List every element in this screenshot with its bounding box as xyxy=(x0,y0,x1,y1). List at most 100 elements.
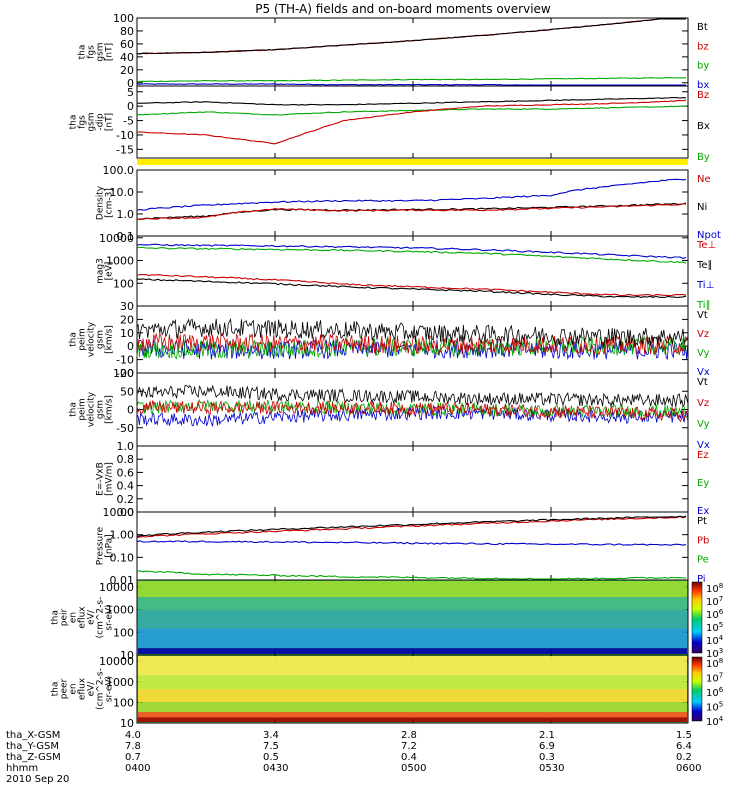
y-tick-label: 1000 xyxy=(106,676,134,689)
y-axis-label: gsm xyxy=(87,112,97,131)
series-line-Pi xyxy=(136,540,687,546)
legend-Vx: Vx xyxy=(697,440,710,451)
y-tick-label: 100 xyxy=(113,277,134,290)
legend-Ey: Ey xyxy=(697,478,709,489)
y-tick-label: 10 xyxy=(120,717,134,730)
y-axis-label: gsm xyxy=(96,42,106,61)
y-tick-label: -50 xyxy=(116,422,134,435)
y-axis-label: peim xyxy=(78,328,88,351)
y-tick-label: 0.0 xyxy=(117,506,135,519)
orbit-value: 1.5 xyxy=(676,730,692,741)
y-axis-label: Pressure xyxy=(96,526,106,565)
y-axis-label: E=-VxB xyxy=(96,462,106,496)
legend-Ne: Ne xyxy=(697,174,711,185)
date-label: 2010 Sep 20 xyxy=(6,774,70,785)
spectrogram-band xyxy=(138,675,687,689)
series-line-Vz xyxy=(136,399,688,423)
legend-Vy: Vy xyxy=(697,419,710,430)
colorbar xyxy=(691,656,703,722)
y-tick-label: 1.00 xyxy=(110,529,135,542)
legend-Pb: Pb xyxy=(697,535,709,546)
y-tick-label: 100 xyxy=(113,626,134,639)
orbit-value: 0430 xyxy=(263,763,289,774)
y-tick-label: 0 xyxy=(127,100,134,113)
y-tick-label: 0.10 xyxy=(110,551,135,564)
y-tick-label: 20 xyxy=(120,64,134,77)
spectrogram-band xyxy=(138,628,687,649)
y-tick-label: 10 xyxy=(120,649,134,662)
data-quality-bar xyxy=(137,159,688,165)
spectrogram-band xyxy=(138,597,687,611)
series-line-Ti⊥ xyxy=(136,243,687,260)
y-tick-label: 1.0 xyxy=(117,440,135,453)
y-tick-label: 0.2 xyxy=(117,493,135,506)
spectrogram-band xyxy=(138,702,687,713)
y-axis-label: sr-eV) xyxy=(105,676,115,702)
legend-Vt: Vt xyxy=(697,377,708,388)
panel-frame xyxy=(136,169,689,237)
colorbar-tick-label: 108 xyxy=(706,657,723,670)
legend-Pe: Pe xyxy=(697,555,709,566)
colorbar-tick-label: 106 xyxy=(706,686,724,699)
orbit-value: 0.4 xyxy=(401,752,417,763)
y-axis-label: peer xyxy=(60,678,70,699)
y-axis-label: velocity xyxy=(87,321,97,357)
colorbar-tick-label: 106 xyxy=(706,608,724,621)
y-tick-label: -10 xyxy=(116,129,134,142)
panel-velocity-2: 100 50 0 -50 tha peim velocity gsm [km/s] Vt Vz Vy V… xyxy=(69,367,710,451)
colorbar-tick-label: 107 xyxy=(706,672,723,685)
orbit-value: 0400 xyxy=(125,763,151,774)
orbit-value: 0.2 xyxy=(676,752,692,763)
spectrogram-band xyxy=(138,610,687,629)
series-line-Bx xyxy=(136,96,687,106)
y-axis-label: [eV] xyxy=(105,262,115,281)
legend-Vy: Vy xyxy=(697,348,710,359)
y-tick-label: 0.8 xyxy=(117,453,135,466)
y-axis-label: eflux xyxy=(78,677,88,700)
legend-Bt: Bt xyxy=(697,22,708,33)
y-tick-label: 100 xyxy=(113,696,134,709)
orbit-value: 7.8 xyxy=(125,741,141,752)
series-line-Pb xyxy=(136,515,687,539)
panel-density: 100.0 10.0 1.0 0.1 Density [cm-3] Ne Ni Npot xyxy=(96,164,721,243)
y-tick-label: 5 xyxy=(127,86,134,99)
legend-Vz: Vz xyxy=(697,398,709,409)
panel-fgs-dipole: 50 -5-10-15 tha fgs gsm -dip [nT] Bz Bx By xyxy=(69,85,710,163)
spectrogram-band xyxy=(138,581,687,598)
legend-Vz: Vz xyxy=(697,329,709,340)
colorbar-tick-label: 104 xyxy=(706,715,724,728)
y-tick-label: 100.0 xyxy=(103,164,135,177)
y-axis-label: velocity xyxy=(87,391,97,427)
y-axis-label: Density xyxy=(96,185,106,220)
colorbar-tick-label: 105 xyxy=(706,621,723,634)
orbit-value: 6.9 xyxy=(539,741,555,752)
legend-Vt: Vt xyxy=(697,310,708,321)
y-tick-label: 0.1 xyxy=(117,230,135,243)
legend-Vx: Vx xyxy=(697,367,710,378)
spectrogram-band xyxy=(138,648,687,654)
y-axis-label: [nT] xyxy=(105,43,115,61)
y-tick-label: 0.01 xyxy=(110,574,135,587)
orbit-row-label: tha_Z-GSM xyxy=(6,752,61,763)
series-line-Npot xyxy=(136,178,687,211)
y-tick-label: 0.6 xyxy=(117,466,135,479)
orbit-value: 0500 xyxy=(401,763,427,774)
orbit-value: 0.3 xyxy=(539,752,555,763)
orbit-value: 0530 xyxy=(539,763,565,774)
legend-by: by xyxy=(697,61,709,72)
y-axis-label: [nPa] xyxy=(105,534,115,557)
series-line-By xyxy=(136,105,687,116)
y-axis-label: tha xyxy=(51,682,61,697)
colorbar-tick-label: 105 xyxy=(706,701,723,714)
y-axis-label: eV/ xyxy=(87,609,97,625)
y-axis-label: -dip xyxy=(96,113,106,130)
panel-temperature: 10000 1000 100 mag3 [eV] Te⊥ Te∥ Ti⊥ Ti∥ xyxy=(96,232,717,311)
y-axis-label: en xyxy=(69,612,79,623)
legend-Ex: Ex xyxy=(697,506,709,517)
y-axis-label: (cm^2-s- xyxy=(96,668,106,710)
y-tick-label: 20 xyxy=(120,313,134,326)
y-axis-label: tha xyxy=(69,332,79,347)
legend-Bz: Bz xyxy=(697,90,709,101)
